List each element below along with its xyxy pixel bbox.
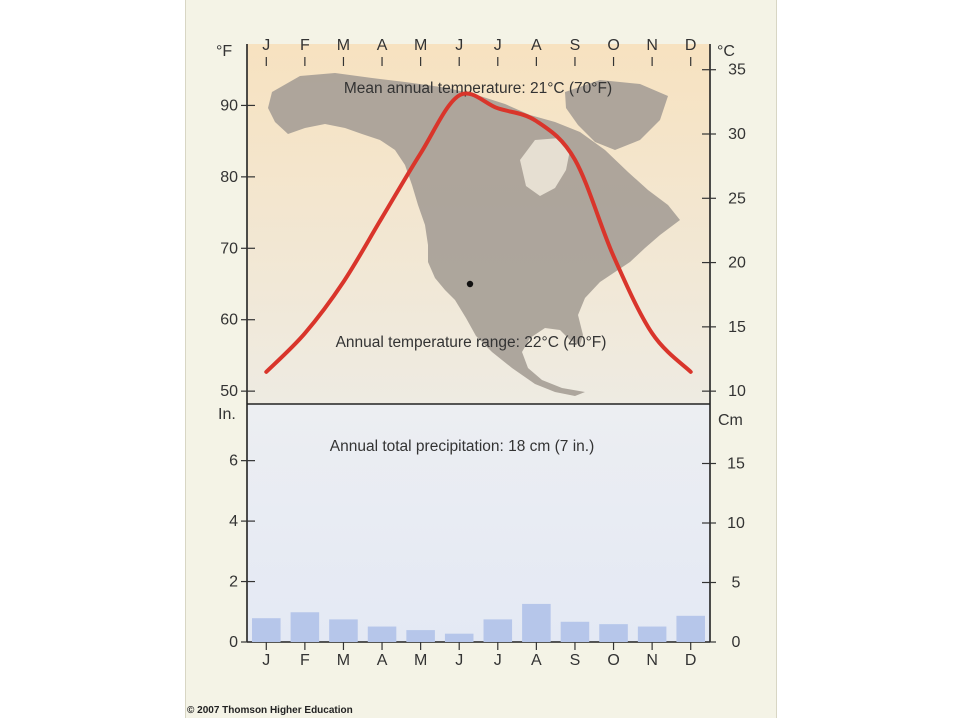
month-label-bottom: M (337, 652, 350, 669)
month-label-top: D (685, 37, 697, 54)
celsius-tick-label: 25 (728, 190, 746, 207)
month-label-bottom: A (377, 652, 388, 669)
precip-bar (676, 615, 705, 642)
precip-bar (329, 619, 358, 642)
greenland-map (565, 80, 668, 150)
precip-bar (406, 630, 435, 642)
precip-bar (444, 633, 474, 642)
month-label-top: M (337, 37, 350, 54)
month-label-bottom: F (300, 652, 310, 669)
precipitation-bars (252, 603, 705, 642)
month-label-bottom: N (646, 652, 658, 669)
precip-bar (290, 612, 320, 642)
precipitation-ticks: 0 2 4 6 0 5 10 15 (229, 453, 745, 651)
cm-tick-label: 5 (732, 575, 741, 592)
cm-tick-label: 15 (727, 456, 745, 473)
temp-range-annotation: Annual temperature range: 22°C (40°F) (336, 334, 607, 351)
celsius-tick-label: 20 (728, 255, 746, 272)
month-label-top: J (262, 37, 270, 54)
month-label-bottom: O (607, 652, 619, 669)
hudson-bay (520, 138, 570, 196)
month-label-top: M (414, 37, 427, 54)
month-label-bottom: D (685, 652, 697, 669)
inch-tick-label: 2 (229, 574, 238, 591)
temperature-ticks: 50 60 70 80 90 10 15 20 25 30 35 (220, 62, 746, 400)
precip-bar (522, 603, 551, 642)
month-label-top: O (607, 37, 619, 54)
celsius-tick-label: 30 (728, 126, 746, 143)
precip-total-annotation: Annual total precipitation: 18 cm (7 in.… (330, 438, 595, 455)
inch-tick-label: 4 (229, 513, 238, 530)
precip-bar (560, 621, 590, 642)
month-label-top: J (494, 37, 502, 54)
month-label-bottom: J (262, 652, 270, 669)
north-america-map (268, 73, 680, 396)
precip-bar (637, 626, 667, 642)
precip-bar (252, 618, 281, 642)
mean-temp-annotation: Mean annual temperature: 21°C (70°F) (344, 80, 612, 97)
temperature-line (264, 91, 693, 374)
fahrenheit-tick-label: 80 (220, 169, 238, 186)
precip-bar (599, 624, 628, 642)
fahrenheit-tick-label: 70 (220, 240, 238, 257)
inch-tick-label: 0 (229, 634, 238, 651)
celsius-tick-label: 15 (728, 319, 746, 336)
month-label-bottom: M (414, 652, 427, 669)
month-label-top: S (570, 37, 581, 54)
month-label-bottom: S (570, 652, 581, 669)
fahrenheit-tick-label: 50 (220, 383, 238, 400)
unit-fahrenheit: °F (216, 43, 232, 60)
unit-centimeters: Cm (718, 412, 743, 429)
precip-bar (367, 626, 397, 642)
precipitation-panel (247, 404, 710, 642)
cm-tick-label: 0 (732, 634, 741, 651)
month-label-top: F (300, 37, 310, 54)
copyright-text: © 2007 Thomson Higher Education (187, 705, 353, 716)
month-label-top: J (455, 37, 463, 54)
inch-tick-label: 6 (229, 453, 238, 470)
month-label-bottom: A (531, 652, 542, 669)
unit-celsius: °C (717, 43, 735, 60)
month-label-top: N (646, 37, 658, 54)
month-label-top: A (377, 37, 388, 54)
fahrenheit-tick-label: 60 (220, 312, 238, 329)
precip-bar (483, 619, 513, 642)
cm-tick-label: 10 (727, 515, 745, 532)
celsius-tick-label: 35 (728, 62, 746, 79)
month-label-bottom: J (494, 652, 502, 669)
month-label-top: A (531, 37, 542, 54)
fahrenheit-tick-label: 90 (220, 97, 238, 114)
temperature-line-group (264, 91, 693, 374)
unit-inches: In. (218, 406, 236, 423)
celsius-tick-label: 10 (728, 383, 746, 400)
station-dot (466, 280, 474, 288)
month-label-bottom: J (455, 652, 463, 669)
